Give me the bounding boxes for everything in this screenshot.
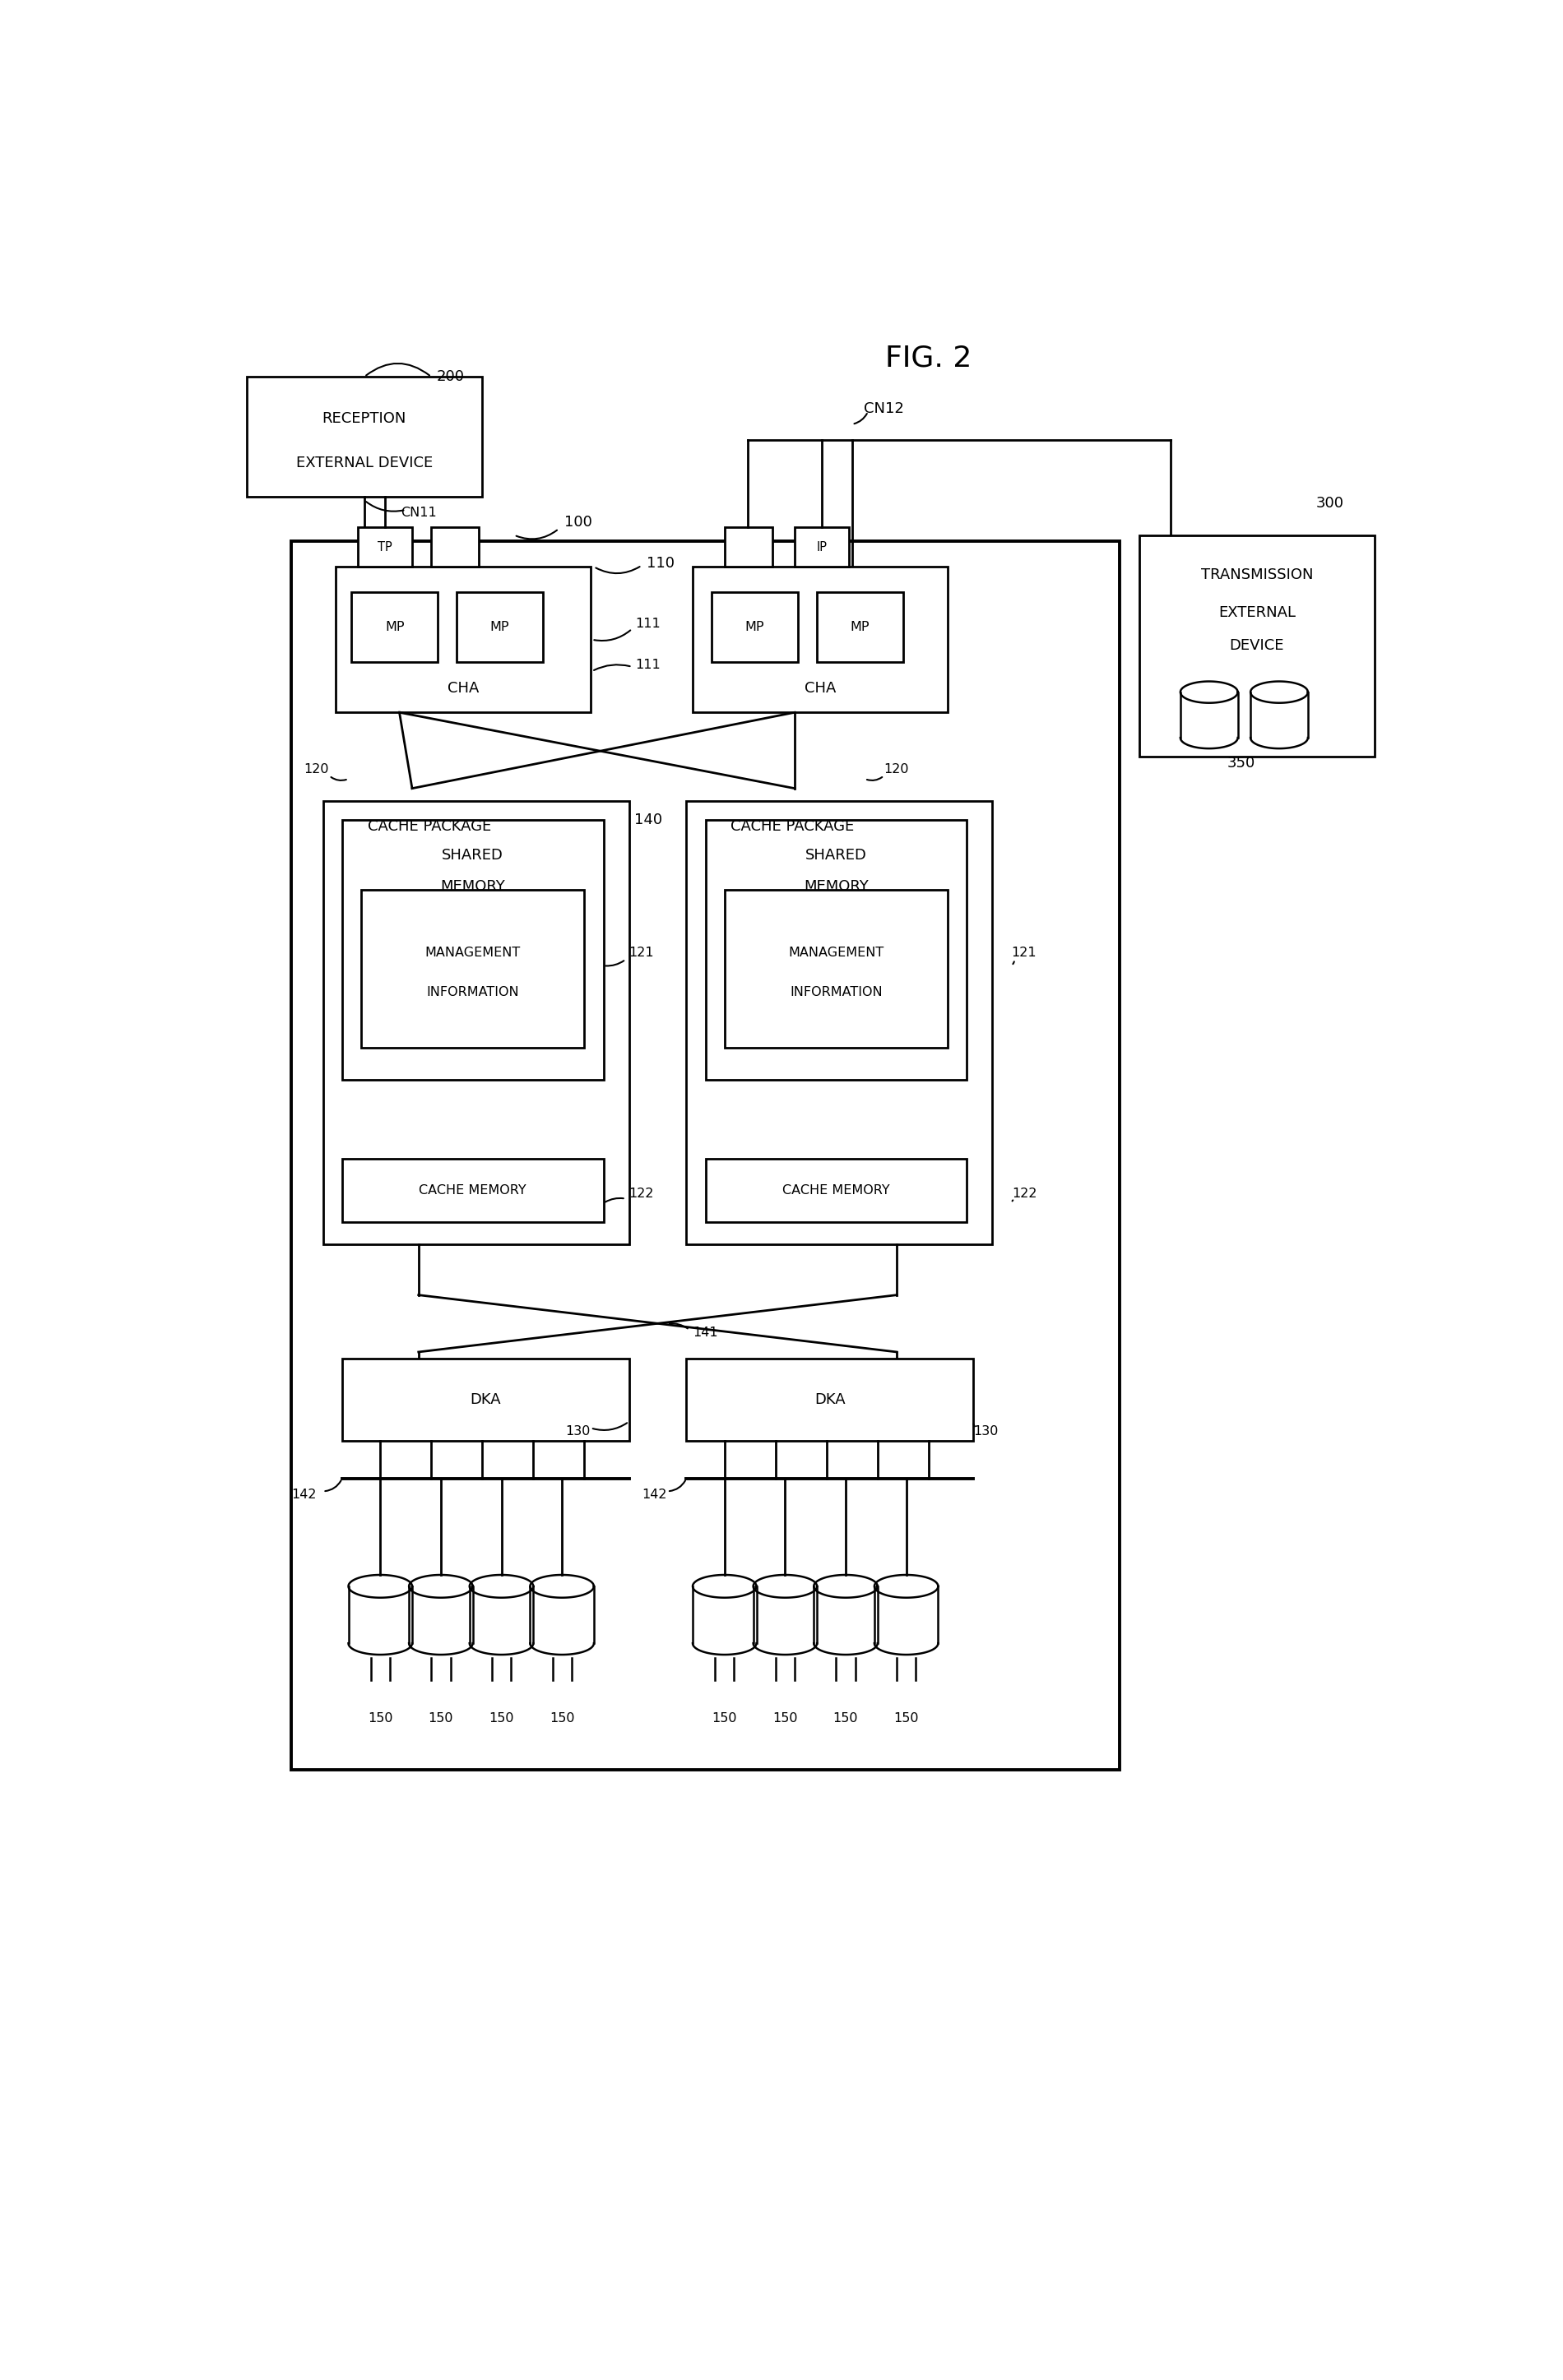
Text: CACHE PACKAGE: CACHE PACKAGE [731, 819, 855, 833]
Text: DKA: DKA [814, 1392, 846, 1407]
FancyBboxPatch shape [352, 593, 438, 662]
FancyBboxPatch shape [342, 1359, 628, 1440]
Text: FIG. 2: FIG. 2 [885, 343, 972, 371]
Text: SHARED: SHARED [442, 847, 503, 862]
Text: CHA: CHA [805, 681, 836, 695]
Text: CN11: CN11 [400, 507, 436, 519]
Text: 142: 142 [642, 1488, 667, 1502]
Text: 111: 111 [636, 659, 661, 671]
Text: 121: 121 [1011, 947, 1036, 959]
FancyBboxPatch shape [711, 593, 797, 662]
Text: 122: 122 [628, 1188, 655, 1200]
FancyBboxPatch shape [291, 540, 1119, 1771]
Text: 150: 150 [428, 1711, 453, 1723]
Text: 200: 200 [436, 369, 464, 383]
FancyBboxPatch shape [342, 1159, 603, 1223]
Text: 110: 110 [647, 557, 675, 571]
FancyBboxPatch shape [361, 890, 585, 1047]
FancyBboxPatch shape [324, 802, 628, 1245]
Text: 350: 350 [1227, 757, 1255, 771]
Text: 140: 140 [635, 812, 663, 828]
Text: 130: 130 [974, 1426, 999, 1438]
FancyBboxPatch shape [817, 593, 903, 662]
Text: MP: MP [850, 621, 869, 633]
Text: CHA: CHA [447, 681, 478, 695]
Text: 120: 120 [885, 764, 910, 776]
Text: EXTERNAL: EXTERNAL [1218, 605, 1296, 621]
Text: MEMORY: MEMORY [803, 878, 869, 895]
Text: MP: MP [384, 621, 405, 633]
Text: CACHE MEMORY: CACHE MEMORY [783, 1185, 889, 1197]
Text: 150: 150 [713, 1711, 738, 1723]
Text: 121: 121 [628, 947, 655, 959]
Text: 150: 150 [772, 1711, 797, 1723]
FancyBboxPatch shape [456, 593, 542, 662]
Text: MP: MP [746, 621, 764, 633]
Text: INFORMATION: INFORMATION [427, 985, 519, 1000]
Text: TRANSMISSION: TRANSMISSION [1200, 566, 1313, 583]
FancyBboxPatch shape [431, 528, 480, 566]
FancyBboxPatch shape [725, 528, 772, 566]
Text: SHARED: SHARED [805, 847, 867, 862]
FancyBboxPatch shape [705, 1159, 967, 1223]
Text: INFORMATION: INFORMATION [789, 985, 883, 1000]
FancyBboxPatch shape [686, 802, 993, 1245]
Text: CACHE PACKAGE: CACHE PACKAGE [367, 819, 491, 833]
Text: RECEPTION: RECEPTION [322, 412, 406, 426]
Text: 100: 100 [564, 514, 592, 531]
Text: 150: 150 [833, 1711, 858, 1723]
FancyBboxPatch shape [725, 890, 947, 1047]
Text: DKA: DKA [470, 1392, 500, 1407]
FancyBboxPatch shape [336, 566, 591, 712]
Text: IP: IP [816, 540, 827, 552]
Text: EXTERNAL DEVICE: EXTERNAL DEVICE [295, 457, 433, 471]
Text: 141: 141 [692, 1326, 717, 1340]
FancyBboxPatch shape [794, 528, 849, 566]
Text: CACHE MEMORY: CACHE MEMORY [419, 1185, 527, 1197]
Text: MP: MP [491, 621, 510, 633]
Text: 300: 300 [1316, 495, 1344, 512]
Text: TP: TP [378, 540, 392, 552]
FancyBboxPatch shape [358, 528, 413, 566]
Text: 120: 120 [303, 764, 330, 776]
Text: 122: 122 [1011, 1188, 1036, 1200]
Text: MANAGEMENT: MANAGEMENT [788, 947, 885, 959]
FancyBboxPatch shape [342, 821, 603, 1081]
FancyBboxPatch shape [247, 376, 483, 497]
Text: MANAGEMENT: MANAGEMENT [425, 947, 520, 959]
Text: 111: 111 [636, 616, 661, 631]
FancyBboxPatch shape [1139, 536, 1375, 757]
Text: 150: 150 [550, 1711, 575, 1723]
Text: 130: 130 [566, 1426, 591, 1438]
Text: DEVICE: DEVICE [1230, 638, 1285, 655]
FancyBboxPatch shape [705, 821, 967, 1081]
Text: 150: 150 [894, 1711, 919, 1723]
FancyBboxPatch shape [692, 566, 947, 712]
Text: MEMORY: MEMORY [441, 878, 505, 895]
Text: CN12: CN12 [864, 402, 903, 416]
Text: 150: 150 [489, 1711, 514, 1723]
Text: 150: 150 [367, 1711, 392, 1723]
Text: 142: 142 [291, 1488, 316, 1502]
FancyBboxPatch shape [686, 1359, 974, 1440]
